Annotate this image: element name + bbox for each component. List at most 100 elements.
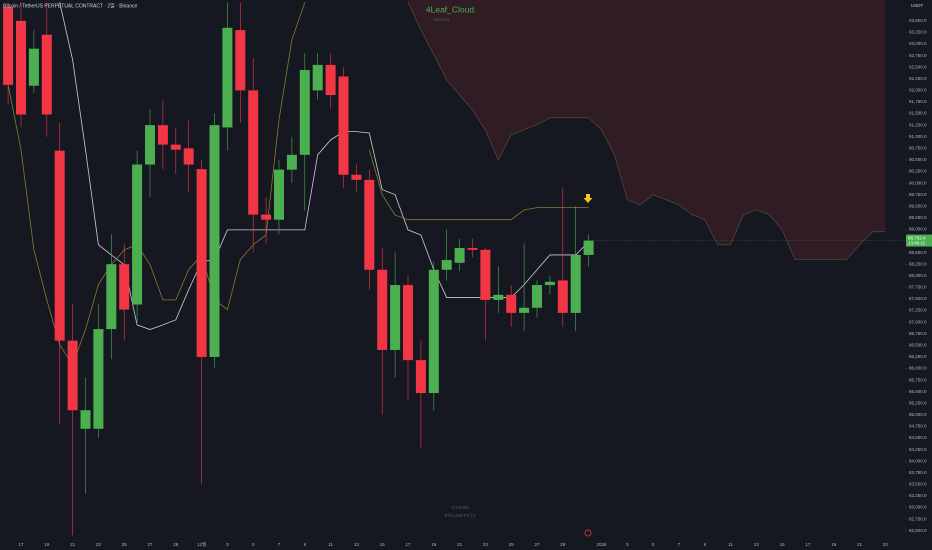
candle-body bbox=[3, 6, 14, 85]
candle-body bbox=[286, 154, 297, 170]
last-price-label: 88,762.4 bbox=[908, 235, 926, 240]
x-tick-label: 19 bbox=[431, 542, 437, 547]
candle-body bbox=[364, 179, 375, 270]
candle-body bbox=[415, 360, 426, 394]
x-tick-label: 11 bbox=[328, 542, 333, 547]
last-price-tag bbox=[906, 234, 932, 247]
signal-arrow bbox=[583, 194, 593, 203]
candle-body bbox=[132, 164, 143, 305]
y-tick-label: 90,250.0 bbox=[909, 169, 927, 174]
x-tick-label: 9 bbox=[304, 542, 307, 547]
candle-body bbox=[209, 125, 220, 357]
x-tick-label: 15 bbox=[380, 542, 386, 547]
candle-body bbox=[428, 269, 439, 394]
y-tick-label: 86,750.0 bbox=[909, 331, 927, 336]
x-tick-label: 13 bbox=[754, 542, 760, 547]
x-tick-label: 23 bbox=[883, 542, 889, 547]
y-tick-label: 87,000.0 bbox=[909, 319, 927, 324]
cloud-area bbox=[408, 0, 886, 260]
candle-body bbox=[93, 329, 104, 429]
candle-body bbox=[54, 150, 65, 341]
y-tick-label: 89,750.0 bbox=[909, 192, 927, 197]
x-tick-label: 19 bbox=[44, 542, 50, 547]
y-tick-label: 92,250.0 bbox=[909, 76, 927, 81]
currency-label: USDT bbox=[911, 3, 924, 8]
x-tick-label: 25 bbox=[122, 542, 128, 547]
candle-body bbox=[248, 90, 259, 215]
y-tick-label: 84,750.0 bbox=[909, 424, 927, 429]
x-tick-label: 7 bbox=[678, 542, 681, 547]
x-tick-label: 5 bbox=[252, 542, 255, 547]
y-tick-label: 87,750.0 bbox=[909, 285, 927, 290]
candle-body bbox=[170, 144, 181, 150]
price-axis bbox=[905, 0, 932, 550]
x-tick-label: 17 bbox=[405, 542, 411, 547]
candle-body bbox=[145, 125, 155, 165]
x-tick-label: 15 bbox=[780, 542, 786, 547]
y-tick-label: 92,750.0 bbox=[909, 53, 927, 58]
x-tick-label: 9 bbox=[703, 542, 706, 547]
candle-body bbox=[557, 280, 568, 313]
candle-body bbox=[157, 125, 168, 145]
candle-body bbox=[506, 294, 517, 313]
candle-body bbox=[274, 169, 284, 220]
y-tick-label: 90,750.0 bbox=[909, 146, 927, 151]
candle-body bbox=[28, 48, 39, 86]
candle-body bbox=[235, 30, 246, 91]
time-axis bbox=[0, 540, 905, 550]
y-tick-label: 87,250.0 bbox=[909, 308, 927, 313]
candle-body bbox=[480, 249, 491, 300]
y-tick-label: 91,750.0 bbox=[909, 99, 927, 104]
y-tick-label: 89,000.0 bbox=[909, 227, 927, 232]
y-tick-label: 88,500.0 bbox=[909, 250, 927, 255]
candle-body bbox=[390, 285, 401, 350]
y-tick-label: 91,500.0 bbox=[909, 111, 927, 116]
candle-body bbox=[41, 34, 52, 115]
candle-body bbox=[467, 247, 478, 250]
x-tick-label: 21 bbox=[857, 542, 863, 547]
x-tick-label: 21 bbox=[457, 542, 463, 547]
y-tick-label: 84,500.0 bbox=[909, 435, 927, 440]
cloud-edge bbox=[407, 2, 886, 260]
candle-body bbox=[441, 260, 452, 270]
x-tick-label: 2026 bbox=[596, 542, 607, 547]
indicator-name: 4Leaf_Cloud bbox=[426, 4, 474, 14]
candle-body bbox=[338, 76, 349, 175]
y-tick-label: 92,500.0 bbox=[909, 64, 927, 69]
y-tick-label: 92,000.0 bbox=[909, 88, 927, 93]
indicator-line bbox=[368, 149, 589, 221]
candle-body bbox=[403, 285, 413, 361]
y-tick-label: 90,500.0 bbox=[909, 157, 927, 162]
y-tick-label: 82,750.0 bbox=[909, 516, 927, 521]
candle-body bbox=[454, 247, 465, 263]
candle-body bbox=[532, 285, 542, 308]
x-tick-label: 27 bbox=[147, 542, 153, 547]
y-tick-label: 88,250.0 bbox=[909, 261, 927, 266]
y-tick-label: 83,500.0 bbox=[909, 482, 927, 487]
x-tick-label: 25 bbox=[509, 542, 515, 547]
candle-body bbox=[544, 281, 555, 286]
y-tick-label: 86,000.0 bbox=[909, 366, 927, 371]
y-tick-label: 91,000.0 bbox=[909, 134, 927, 139]
event-icon bbox=[584, 529, 592, 537]
y-tick-label: 83,250.0 bbox=[909, 493, 927, 498]
y-tick-label: 85,500.0 bbox=[909, 389, 927, 394]
x-tick-label: 17 bbox=[805, 542, 811, 547]
x-tick-label: 21 bbox=[70, 542, 76, 547]
candle-body bbox=[80, 410, 91, 429]
indicator-subtitle: TRADER bbox=[433, 17, 450, 22]
y-tick-label: 89,500.0 bbox=[909, 203, 927, 208]
candle-body bbox=[16, 20, 26, 115]
y-tick-label: 93,250.0 bbox=[909, 30, 927, 35]
x-tick-label: 3 bbox=[626, 542, 629, 547]
y-tick-label: 93,500.0 bbox=[909, 18, 927, 23]
y-tick-label: 86,250.0 bbox=[909, 354, 927, 359]
y-tick-label: 83,750.0 bbox=[909, 470, 927, 475]
x-tick-label: 23 bbox=[483, 542, 489, 547]
y-tick-label: 85,000.0 bbox=[909, 412, 927, 417]
x-tick-label: 5 bbox=[652, 542, 655, 547]
y-tick-label: 84,250.0 bbox=[909, 447, 927, 452]
x-tick-label: 13 bbox=[354, 542, 360, 547]
y-tick-label: 88,000.0 bbox=[909, 273, 927, 278]
